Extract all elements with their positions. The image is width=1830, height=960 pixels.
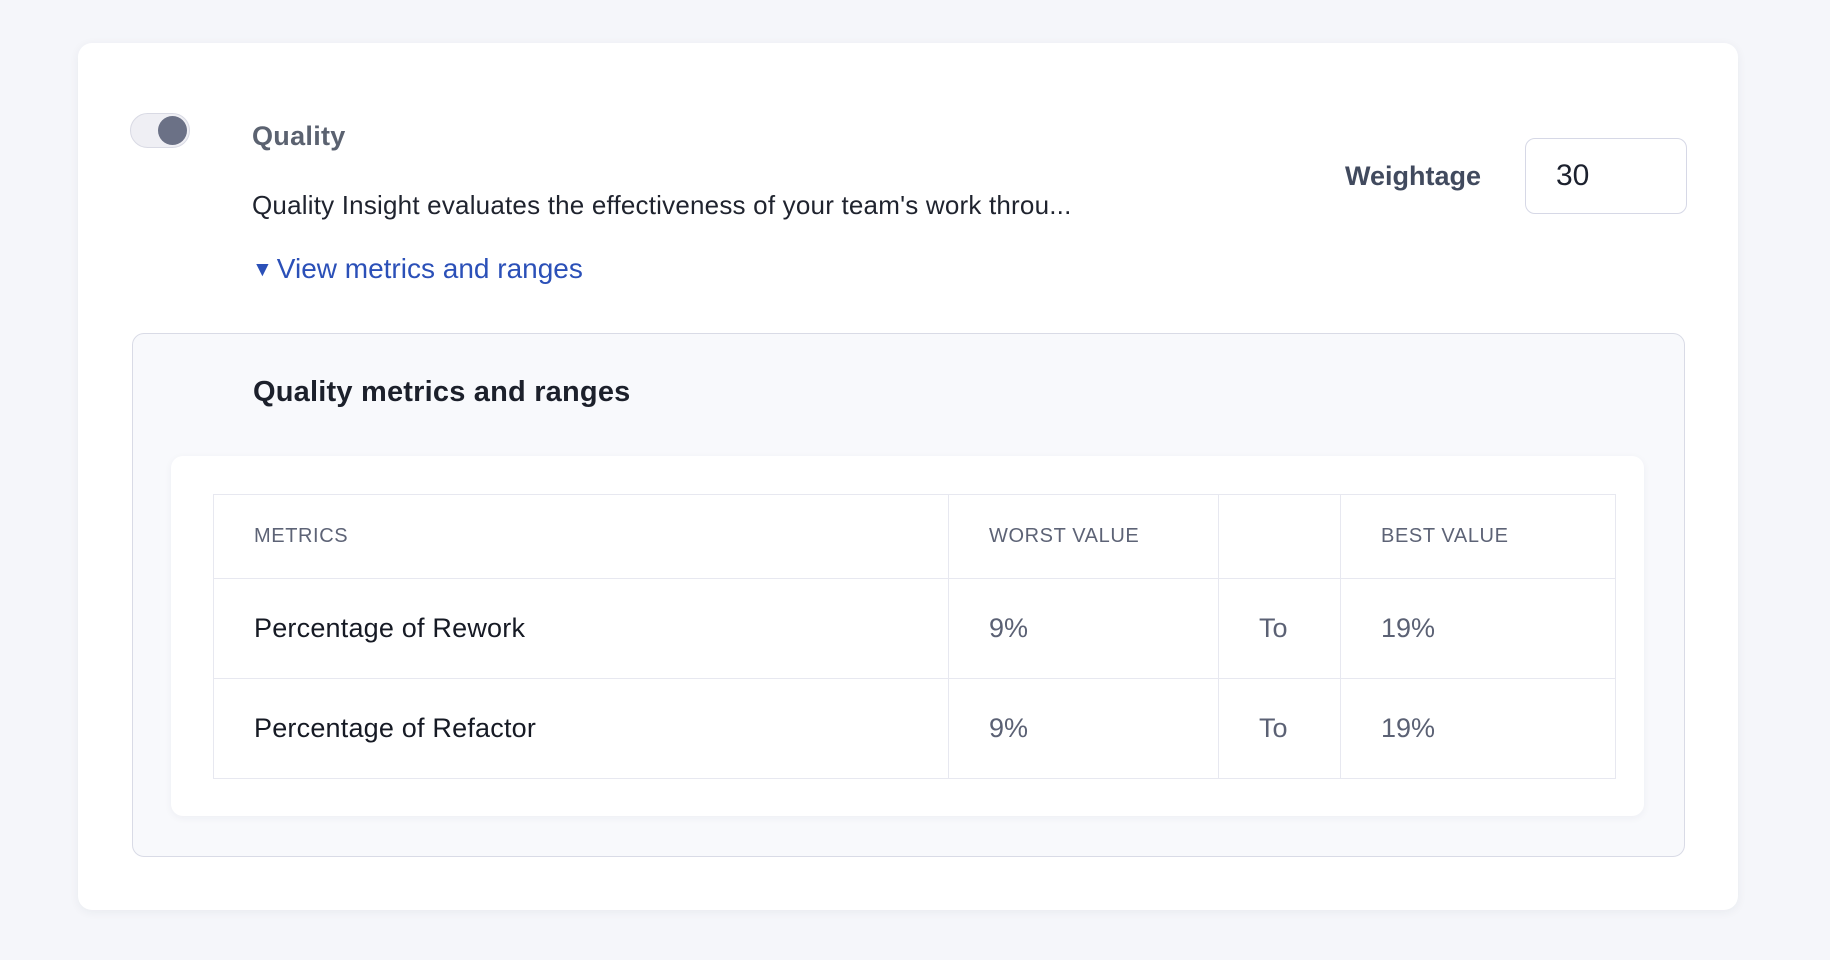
- metrics-table-card: METRICS WORST VALUE BEST VALUE Percentag…: [171, 456, 1644, 816]
- worst-value: 9%: [948, 678, 1219, 779]
- metric-name: Percentage of Refactor: [213, 678, 949, 779]
- table-header-row: METRICS WORST VALUE BEST VALUE: [213, 494, 1616, 579]
- metrics-table: METRICS WORST VALUE BEST VALUE Percentag…: [213, 494, 1616, 779]
- col-header-worst-value: WORST VALUE: [948, 494, 1219, 579]
- col-header-metrics: METRICS: [213, 494, 949, 579]
- panel-heading: Quality metrics and ranges: [253, 376, 631, 408]
- weightage-label: Weightage: [1345, 161, 1482, 191]
- view-metrics-link-label: View metrics and ranges: [276, 253, 583, 284]
- weightage-input[interactable]: [1525, 138, 1687, 214]
- range-separator: To: [1218, 578, 1341, 679]
- quality-toggle[interactable]: [130, 113, 190, 148]
- best-value: 19%: [1340, 578, 1616, 679]
- best-value: 19%: [1340, 678, 1616, 779]
- chevron-down-icon: ▼: [252, 257, 273, 281]
- metrics-ranges-panel: Quality metrics and ranges METRICS WORST…: [132, 333, 1685, 857]
- col-header-spacer: [1218, 494, 1341, 579]
- worst-value: 9%: [948, 578, 1219, 679]
- range-separator: To: [1218, 678, 1341, 779]
- table-row: Percentage of Rework 9% To 19%: [213, 578, 1616, 679]
- table-row: Percentage of Refactor 9% To 19%: [213, 678, 1616, 779]
- metric-name: Percentage of Rework: [213, 578, 949, 679]
- section-title: Quality: [252, 121, 346, 151]
- section-description: Quality Insight evaluates the effectiven…: [252, 190, 1072, 220]
- quality-settings-card: Quality Quality Insight evaluates the ef…: [78, 43, 1738, 910]
- col-header-best-value: BEST VALUE: [1340, 494, 1616, 579]
- view-metrics-link[interactable]: ▼ View metrics and ranges: [252, 253, 583, 285]
- toggle-knob: [158, 116, 187, 145]
